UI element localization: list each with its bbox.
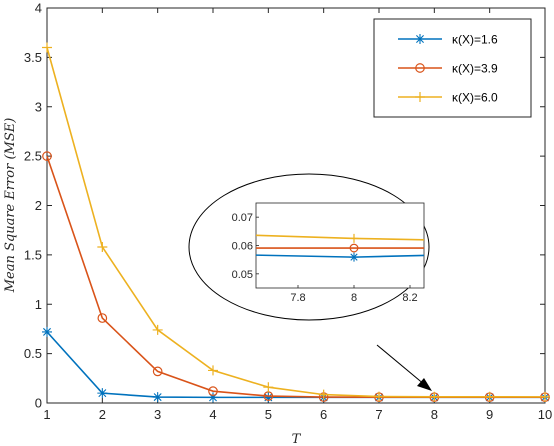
x-tick-label: 7	[375, 407, 382, 422]
data-point-marker	[152, 392, 163, 403]
y-tick-label: 2	[35, 198, 42, 213]
x-tick-label: 10	[538, 407, 552, 422]
legend: κ(X)=1.6 κ(X)=3.9 κ(X)=6.0	[373, 18, 532, 118]
series-line	[46, 47, 546, 398]
x-tick-label: 2	[99, 407, 106, 422]
data-point-marker	[152, 324, 163, 335]
data-point-marker	[208, 392, 218, 403]
axis-ticks: 1 2 3 4 5 6 7 8 9 10 0 0.5 1 1.5 2 2.5 3 3.5 4	[24, 1, 552, 423]
x-axis-label: T	[292, 432, 302, 446]
data-point-marker	[263, 392, 274, 403]
data-point-marker	[208, 365, 218, 376]
inset-x-tick-label: 8	[351, 292, 357, 304]
x-tick-label: 8	[431, 407, 438, 422]
data-point-marker	[318, 389, 329, 400]
data-point-marker	[42, 42, 52, 53]
y-tick-label: 0	[35, 396, 42, 411]
data-point-marker	[208, 386, 218, 396]
zoom-arrow-head	[417, 378, 432, 391]
legend-label: κ(X)=3.9	[452, 62, 498, 76]
y-tick-label: 1.5	[24, 247, 42, 262]
inset-y-tick-label: 0.07	[232, 212, 253, 224]
data-point-marker	[97, 388, 108, 399]
data-point-marker	[540, 391, 550, 402]
x-tick-label: 6	[320, 407, 327, 422]
y-tick-label: 1	[35, 297, 42, 312]
data-point-marker	[97, 313, 108, 323]
y-tick-label: 3	[35, 99, 42, 114]
y-tick-label: 2.5	[24, 149, 42, 164]
legend-box	[373, 18, 532, 118]
inset-y-tick-label: 0.05	[232, 269, 253, 281]
inset-plot: 7.8 8 8.2 0.05 0.06 0.07	[232, 202, 425, 304]
x-tick-label: 5	[265, 407, 272, 422]
x-tick-label: 9	[486, 407, 493, 422]
zoom-ellipse	[188, 173, 430, 321]
legend-marker	[415, 63, 425, 73]
y-tick-label: 3.5	[24, 50, 42, 65]
x-tick-label: 3	[154, 407, 161, 422]
x-tick-label: 1	[43, 407, 50, 422]
legend-label: κ(X)=6.0	[452, 91, 498, 105]
legend-marker	[415, 92, 425, 102]
inset-frame	[255, 202, 425, 289]
data-point-marker	[484, 391, 495, 402]
legend-marker	[415, 34, 425, 44]
zoom-arrow	[376, 344, 426, 386]
y-axis-label: Mean Square Error (MSE)	[3, 118, 18, 294]
data-point-marker	[42, 326, 52, 337]
series-layer	[42, 42, 550, 403]
data-point-marker	[429, 391, 440, 402]
y-tick-label: 4	[35, 1, 42, 16]
inset-x-tick-label: 7.8	[290, 292, 305, 304]
data-point-marker	[152, 366, 163, 377]
data-point-marker	[97, 241, 108, 252]
y-tick-label: 0.5	[24, 346, 42, 361]
data-point-marker	[263, 382, 274, 393]
inset-x-tick-label: 8.2	[402, 292, 417, 304]
inset-data-point-marker	[349, 252, 359, 262]
legend-label: κ(X)=1.6	[452, 33, 498, 47]
inset-data-point-marker	[349, 243, 359, 253]
data-point-marker	[42, 151, 52, 161]
data-point-marker	[374, 391, 384, 402]
x-tick-label: 4	[209, 407, 216, 422]
inset-data-point-marker	[349, 233, 359, 243]
inset-y-tick-label: 0.06	[232, 241, 253, 253]
